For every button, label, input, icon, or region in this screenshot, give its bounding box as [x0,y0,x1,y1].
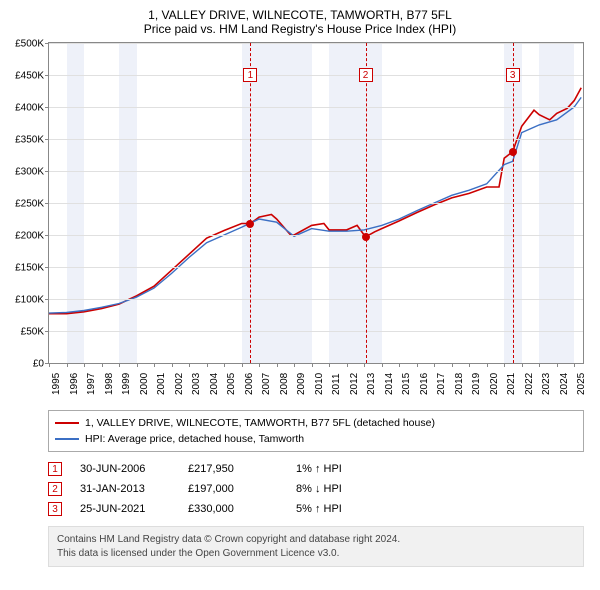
sale-dot [509,148,517,156]
y-tick-label: £350K [15,135,44,146]
x-tick-label: 1999 [121,373,132,395]
x-tick-label: 2007 [261,373,272,395]
x-tick-label: 2015 [401,373,412,395]
legend: 1, VALLEY DRIVE, WILNECOTE, TAMWORTH, B7… [48,410,584,452]
x-tick-label: 2014 [384,373,395,395]
legend-item-property: 1, VALLEY DRIVE, WILNECOTE, TAMWORTH, B7… [55,415,577,431]
attribution-line1: Contains HM Land Registry data © Crown c… [57,533,575,547]
x-tick-label: 2017 [436,373,447,395]
chart-area: £0£50K£100K£150K£200K£250K£300K£350K£400… [48,42,584,402]
markers-table: 1 30-JUN-2006 £217,950 1% ↑ HPI 2 31-JAN-2013… [48,462,584,516]
legend-label-property: 1, VALLEY DRIVE, WILNECOTE, TAMWORTH, B7… [85,415,435,431]
x-tick-label: 2024 [559,373,570,395]
legend-swatch-property [55,422,79,424]
marker-date: 31-JAN-2013 [80,483,170,495]
series-property [49,88,581,314]
marker-number-box: 1 [48,462,62,476]
y-tick-label: £100K [15,295,44,306]
x-tick-label: 2023 [541,373,552,395]
x-tick-label: 2006 [244,373,255,395]
series-hpi [49,97,581,313]
marker-pct: 1% ↑ HPI [296,463,416,475]
legend-label-hpi: HPI: Average price, detached house, Tamw… [85,431,304,447]
sale-dot [246,220,254,228]
marker-price: £217,950 [188,463,278,475]
x-tick-label: 1998 [104,373,115,395]
marker-price: £197,000 [188,483,278,495]
x-tick-label: 2011 [331,373,342,395]
x-tick-label: 2018 [454,373,465,395]
title-subtitle: Price paid vs. HM Land Registry's House … [10,22,590,36]
x-tick-label: 2010 [314,373,325,395]
marker-row: 1 30-JUN-2006 £217,950 1% ↑ HPI [48,462,584,476]
x-tick-label: 2012 [349,373,360,395]
sale-marker-box: 1 [243,68,257,82]
sale-marker-line [366,43,367,363]
x-tick-label: 1997 [86,373,97,395]
chart-container: 1, VALLEY DRIVE, WILNECOTE, TAMWORTH, B7… [0,0,600,590]
x-tick-label: 2020 [489,373,500,395]
y-tick-label: £50K [21,327,44,338]
x-tick-label: 2019 [471,373,482,395]
legend-swatch-hpi [55,438,79,440]
plot-region: 1 2 3 [48,42,584,364]
y-tick-label: £450K [15,71,44,82]
x-tick-label: 2001 [156,373,167,395]
sale-marker-line [250,43,251,363]
sale-marker-box: 3 [506,68,520,82]
x-tick-label: 2002 [174,373,185,395]
x-tick-label: 2003 [191,373,202,395]
legend-item-hpi: HPI: Average price, detached house, Tamw… [55,431,577,447]
x-tick-label: 2009 [296,373,307,395]
marker-pct: 8% ↓ HPI [296,483,416,495]
marker-date: 25-JUN-2021 [80,503,170,515]
marker-row: 2 31-JAN-2013 £197,000 8% ↓ HPI [48,482,584,496]
sale-marker-line [513,43,514,363]
sale-dot [362,233,370,241]
y-axis: £0£50K£100K£150K£200K£250K£300K£350K£400… [10,42,46,364]
title-block: 1, VALLEY DRIVE, WILNECOTE, TAMWORTH, B7… [10,8,590,36]
y-tick-label: £250K [15,199,44,210]
attribution-line2: This data is licensed under the Open Gov… [57,547,575,561]
marker-date: 30-JUN-2006 [80,463,170,475]
y-tick-label: £150K [15,263,44,274]
y-tick-label: £0 [33,359,44,370]
y-tick-label: £500K [15,39,44,50]
x-tick-label: 2008 [279,373,290,395]
marker-price: £330,000 [188,503,278,515]
y-tick-label: £400K [15,103,44,114]
attribution-box: Contains HM Land Registry data © Crown c… [48,526,584,567]
x-tick-label: 2013 [366,373,377,395]
x-tick-label: 1996 [69,373,80,395]
x-tick-label: 2021 [506,373,517,395]
y-tick-label: £200K [15,231,44,242]
x-tick-label: 2016 [419,373,430,395]
x-tick-label: 2005 [226,373,237,395]
marker-row: 3 25-JUN-2021 £330,000 5% ↑ HPI [48,502,584,516]
x-tick-label: 2025 [576,373,587,395]
x-tick-label: 1995 [51,373,62,395]
sale-marker-box: 2 [359,68,373,82]
title-address: 1, VALLEY DRIVE, WILNECOTE, TAMWORTH, B7… [10,8,590,22]
y-tick-label: £300K [15,167,44,178]
marker-number-box: 3 [48,502,62,516]
x-tick-label: 2004 [209,373,220,395]
marker-pct: 5% ↑ HPI [296,503,416,515]
marker-number-box: 2 [48,482,62,496]
x-tick-label: 2000 [139,373,150,395]
x-axis: 1995 1996 1997 1998 1999 2000 2001 2002 2003 2004… [48,364,584,402]
x-tick-label: 2022 [524,373,535,395]
